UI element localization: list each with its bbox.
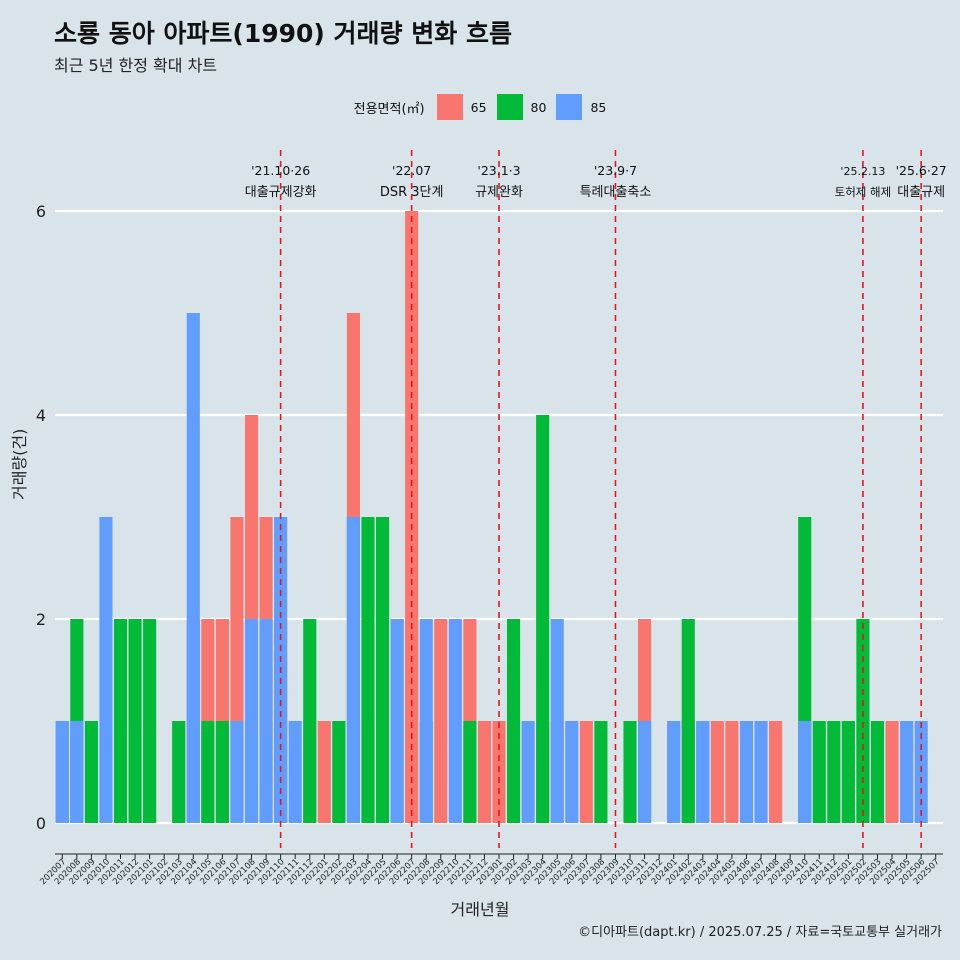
chart-title: 소룡 동아 아파트(1990) 거래량 변화 흐름 [54, 19, 512, 48]
bar-202007-85 [55, 721, 69, 823]
bar-202402-80 [681, 619, 695, 823]
bar-202105-80 [201, 721, 215, 823]
bar-202011-80 [113, 619, 128, 823]
legend-item-80: 80 [496, 94, 547, 120]
event-desc-label: 토허제 해제 [835, 185, 892, 199]
bar-202201-65 [317, 721, 331, 823]
bar-202107-85 [230, 721, 244, 823]
bar-202009-80 [84, 721, 98, 823]
bar-202010-85 [99, 517, 113, 823]
event-date-label: '25.6·27 [896, 163, 947, 178]
bar-202203-85 [346, 517, 360, 823]
legend-title: 전용면적(㎡) [353, 101, 425, 117]
bar-202504-65 [885, 721, 899, 823]
bar-202311-85 [638, 721, 652, 823]
y-tick-label: 6 [36, 202, 46, 221]
bar-202403-85 [696, 721, 710, 823]
x-axis-label: 거래년월 [450, 900, 510, 919]
bar-202308-80 [594, 721, 608, 823]
bar-202306-85 [565, 721, 579, 823]
event-date-label: '22.07 [392, 163, 431, 178]
bar-202407-85 [754, 721, 768, 823]
bar-202212-65 [477, 721, 491, 823]
bar-202305-85 [550, 619, 564, 823]
legend-swatch-85 [556, 94, 583, 120]
bar-202303-85 [521, 721, 535, 823]
bar-202501-80 [841, 721, 855, 823]
bar-202405-65 [725, 721, 739, 823]
y-axis-label: 거래량(건) [10, 428, 29, 500]
bar-202106-80 [215, 721, 229, 823]
bar-202104-85 [186, 313, 200, 823]
bar-202008-85 [70, 721, 84, 823]
bar-202204-80 [361, 517, 375, 823]
bar-202205-80 [375, 517, 390, 823]
event-date-label: '23.1·3 [477, 163, 520, 178]
bar-202012-80 [128, 619, 142, 823]
source-caption: ©디아파트(dapt.kr) / 2025.07.25 / 자료=국토교통부 실… [578, 925, 942, 940]
legend-swatch-80 [496, 94, 523, 120]
event-date-label: '21.10·26 [251, 163, 310, 178]
legend: 전용면적(㎡) 65 80 85 [0, 92, 960, 122]
legend-label-65: 65 [470, 99, 487, 115]
bar-202208-85 [419, 619, 433, 823]
bar-202109-85 [259, 619, 273, 823]
bar-202502-80 [856, 619, 870, 823]
y-tick-label: 0 [36, 814, 46, 833]
bar-202412-80 [827, 721, 841, 823]
bar-202503-80 [870, 721, 885, 823]
chart-subtitle: 최근 5년 한정 확대 차트 [54, 56, 218, 75]
bar-202406-85 [739, 721, 754, 823]
bar-202411-80 [812, 721, 826, 823]
bar-202202-80 [332, 721, 346, 823]
event-desc-label: 대출규제 [897, 185, 945, 200]
bar-202401-85 [667, 721, 681, 823]
legend-item-65: 65 [436, 94, 487, 120]
bar-202108-85 [244, 619, 259, 823]
bar-202103-80 [172, 721, 186, 823]
bar-202310-80 [623, 721, 637, 823]
bar-202111-85 [288, 721, 302, 823]
y-tick-label: 4 [36, 406, 46, 425]
legend-label-80: 80 [530, 99, 547, 115]
bar-202209-65 [434, 619, 448, 823]
bar-202210-85 [448, 619, 462, 823]
event-desc-label: DSR 3단계 [380, 185, 444, 200]
bar-202505-85 [900, 721, 914, 823]
event-desc-label: 대출규제강화 [245, 185, 317, 200]
bar-202410-85 [798, 721, 812, 823]
legend-swatch-65 [436, 94, 463, 120]
event-date-label: '23.9·7 [594, 163, 637, 178]
legend-item-85: 85 [556, 94, 606, 120]
event-desc-label: 규제완화 [475, 185, 523, 200]
bar-202206-85 [390, 619, 404, 823]
legend-label-85: 85 [590, 99, 607, 115]
y-tick-label: 2 [36, 610, 46, 629]
bar-202307-65 [579, 721, 593, 823]
event-desc-label: 특례대출축소 [580, 185, 652, 200]
bar-202304-80 [536, 415, 550, 823]
bar-202101-80 [143, 619, 157, 823]
bar-202302-80 [507, 619, 521, 823]
event-date-label: '25.2.13 [840, 165, 885, 178]
bar-202211-80 [463, 721, 477, 823]
bar-202404-65 [710, 721, 724, 823]
bar-202112-80 [303, 619, 317, 823]
bar-202408-65 [769, 721, 783, 823]
